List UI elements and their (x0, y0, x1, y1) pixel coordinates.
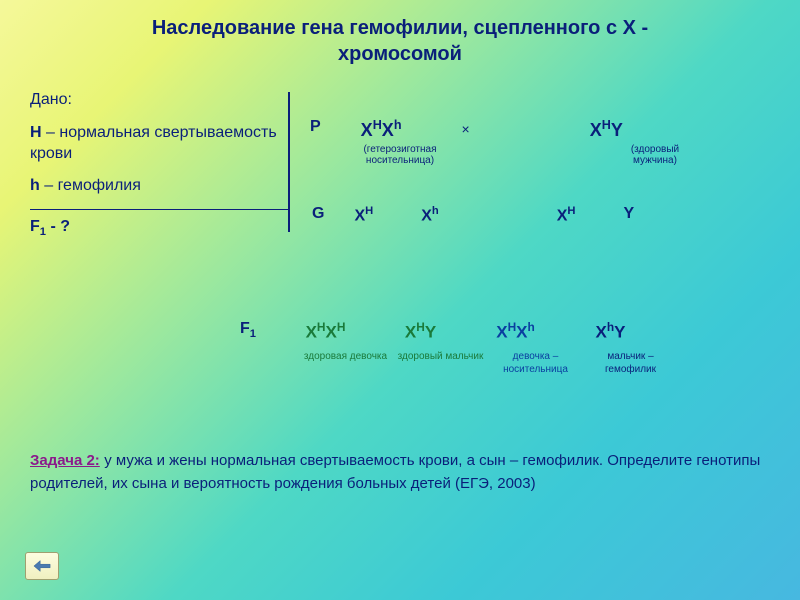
back-button[interactable] (25, 552, 59, 580)
mother-desc: (гетерозиготная носительница) (345, 144, 455, 166)
f1-desc-2: здоровый мальчик (393, 350, 488, 376)
f1-geno-4: XhY (563, 320, 658, 343)
arrow-left-icon (33, 559, 51, 573)
given-section: Дано: Н – нормальная свертываемость кров… (30, 90, 280, 238)
f1-geno-1: XHXH (278, 320, 373, 343)
f1-label: F1 (240, 320, 256, 340)
f1-desc-4: мальчик – гемофилик (583, 350, 678, 376)
find-label: F1 - ? (30, 218, 280, 238)
task-label: Задача 2: (30, 452, 100, 469)
divider-line (30, 209, 290, 210)
f1-geno-3: XHXh (468, 320, 563, 343)
mother-genotype: XHXh (361, 118, 402, 141)
gamete-2: Xh (421, 205, 439, 225)
gamete-4: Y (624, 205, 635, 223)
g-label: G (312, 205, 324, 223)
task-text: у мужа и жены нормальная свертываемость … (30, 452, 760, 492)
f1-desc-row: здоровая девочка здоровый мальчик девочк… (298, 350, 678, 376)
father-genotype: XHY (590, 118, 623, 141)
p-label: P (310, 118, 321, 136)
f1-desc-3: девочка – носительница (488, 350, 583, 376)
f1-desc-1: здоровая девочка (298, 350, 393, 376)
task-block: Задача 2: у мужа и жены нормальная сверт… (30, 450, 770, 495)
gamete-3: XH (557, 205, 576, 225)
gametes-row: G XH Xh XH Y (312, 205, 634, 225)
f1-row: F1 XHXH XHY XHXh XhY (240, 320, 658, 343)
vertical-divider (288, 92, 290, 232)
slide-title: Наследование гена гемофилии, сцепленного… (0, 0, 800, 67)
f1-geno-2: XHY (373, 320, 468, 343)
cross-symbol: × (462, 118, 470, 137)
allele-h: h – гемофилия (30, 176, 280, 197)
parents-desc-row: (гетерозиготная носительница) (здоровый … (345, 144, 700, 166)
gamete-1: XH (354, 205, 373, 225)
father-desc: (здоровый мужчина) (610, 144, 700, 166)
allele-H: Н – нормальная свертываемость крови (30, 123, 280, 165)
given-label: Дано: (30, 90, 280, 111)
parents-row: P XHXh × XHY (310, 118, 623, 141)
